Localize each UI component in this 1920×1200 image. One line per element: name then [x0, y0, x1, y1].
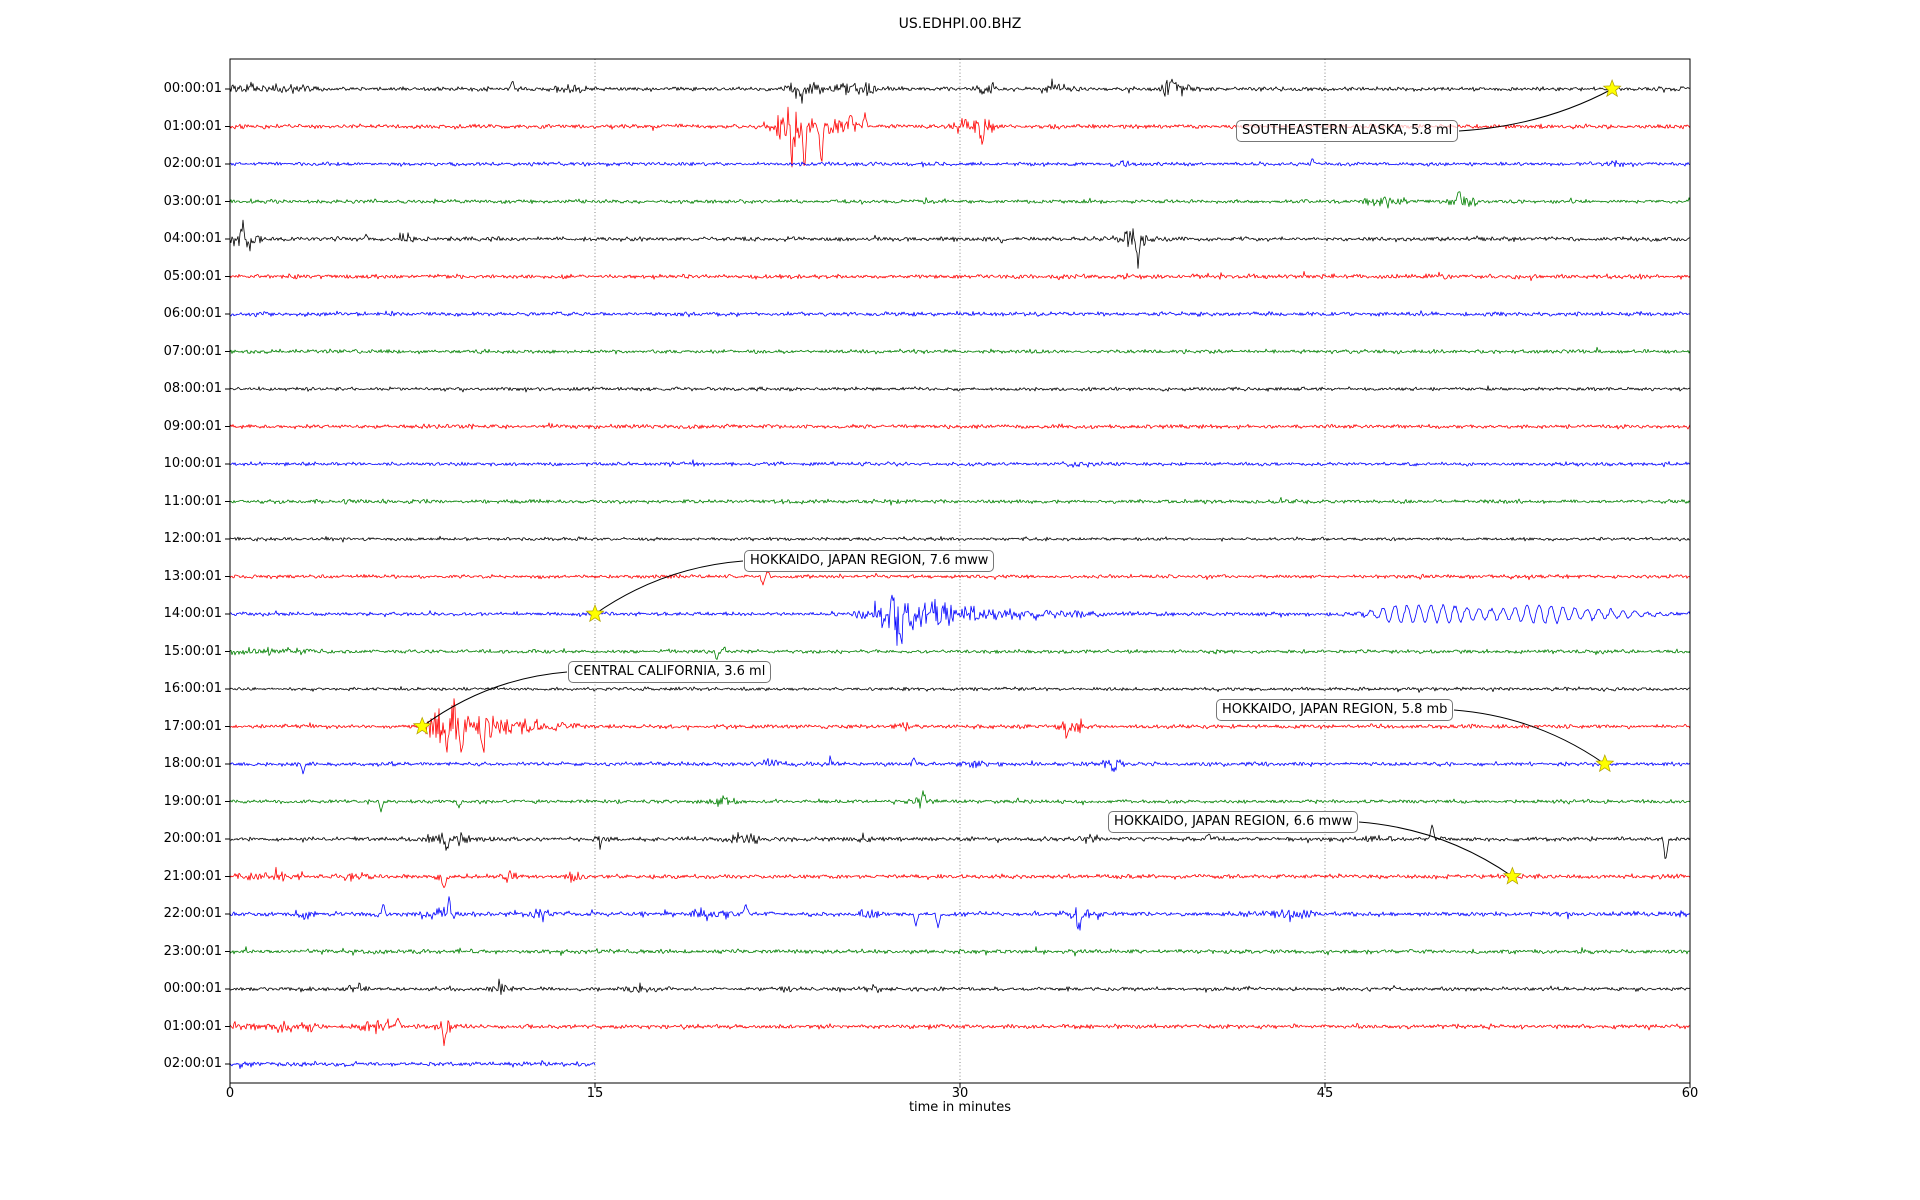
trace-row	[229, 158, 1691, 168]
chart-title: US.EDHPI.00.BHZ	[898, 16, 1022, 32]
trace-row	[229, 535, 1691, 543]
trace-row	[229, 686, 1691, 693]
trace-row	[229, 78, 1691, 104]
annotation-connector	[1458, 88, 1613, 132]
trace-row	[229, 866, 1691, 889]
trace-row	[229, 824, 1691, 859]
trace-row	[229, 422, 1691, 430]
trace-row	[229, 755, 1691, 775]
axes	[225, 58, 1691, 1088]
trace-row	[229, 310, 1691, 318]
trace-row	[229, 946, 1691, 957]
trace-row	[229, 271, 1691, 282]
event-star	[585, 603, 605, 623]
trace-row	[229, 459, 1691, 468]
annotation-connector	[1358, 821, 1513, 877]
annotation-connector	[594, 560, 744, 615]
x-axis-title: time in minutes	[908, 1100, 1012, 1115]
trace-row	[229, 978, 1691, 995]
trace-row	[229, 790, 1691, 813]
annotation-connectors	[421, 88, 1613, 877]
grid-lines	[594, 59, 1326, 1083]
trace-row	[229, 570, 1691, 586]
trace-row	[229, 219, 1691, 269]
trace-row	[229, 594, 1691, 646]
event-star	[412, 716, 432, 735]
trace-row	[229, 896, 1691, 931]
trace-row	[229, 1060, 596, 1069]
event-star	[1595, 754, 1615, 773]
trace-row	[229, 497, 1691, 506]
trace-row	[229, 698, 1691, 753]
annotation-connector	[1453, 709, 1606, 765]
trace-row	[229, 346, 1691, 355]
event-star	[1602, 79, 1622, 98]
trace-row	[229, 646, 1691, 660]
trace-row	[229, 385, 1691, 393]
event-stars	[412, 79, 1622, 885]
trace-lines	[229, 78, 1691, 1069]
event-star	[1502, 866, 1522, 885]
annotation-connector	[421, 671, 568, 727]
trace-row	[229, 191, 1691, 209]
trace-row	[229, 1017, 1691, 1047]
